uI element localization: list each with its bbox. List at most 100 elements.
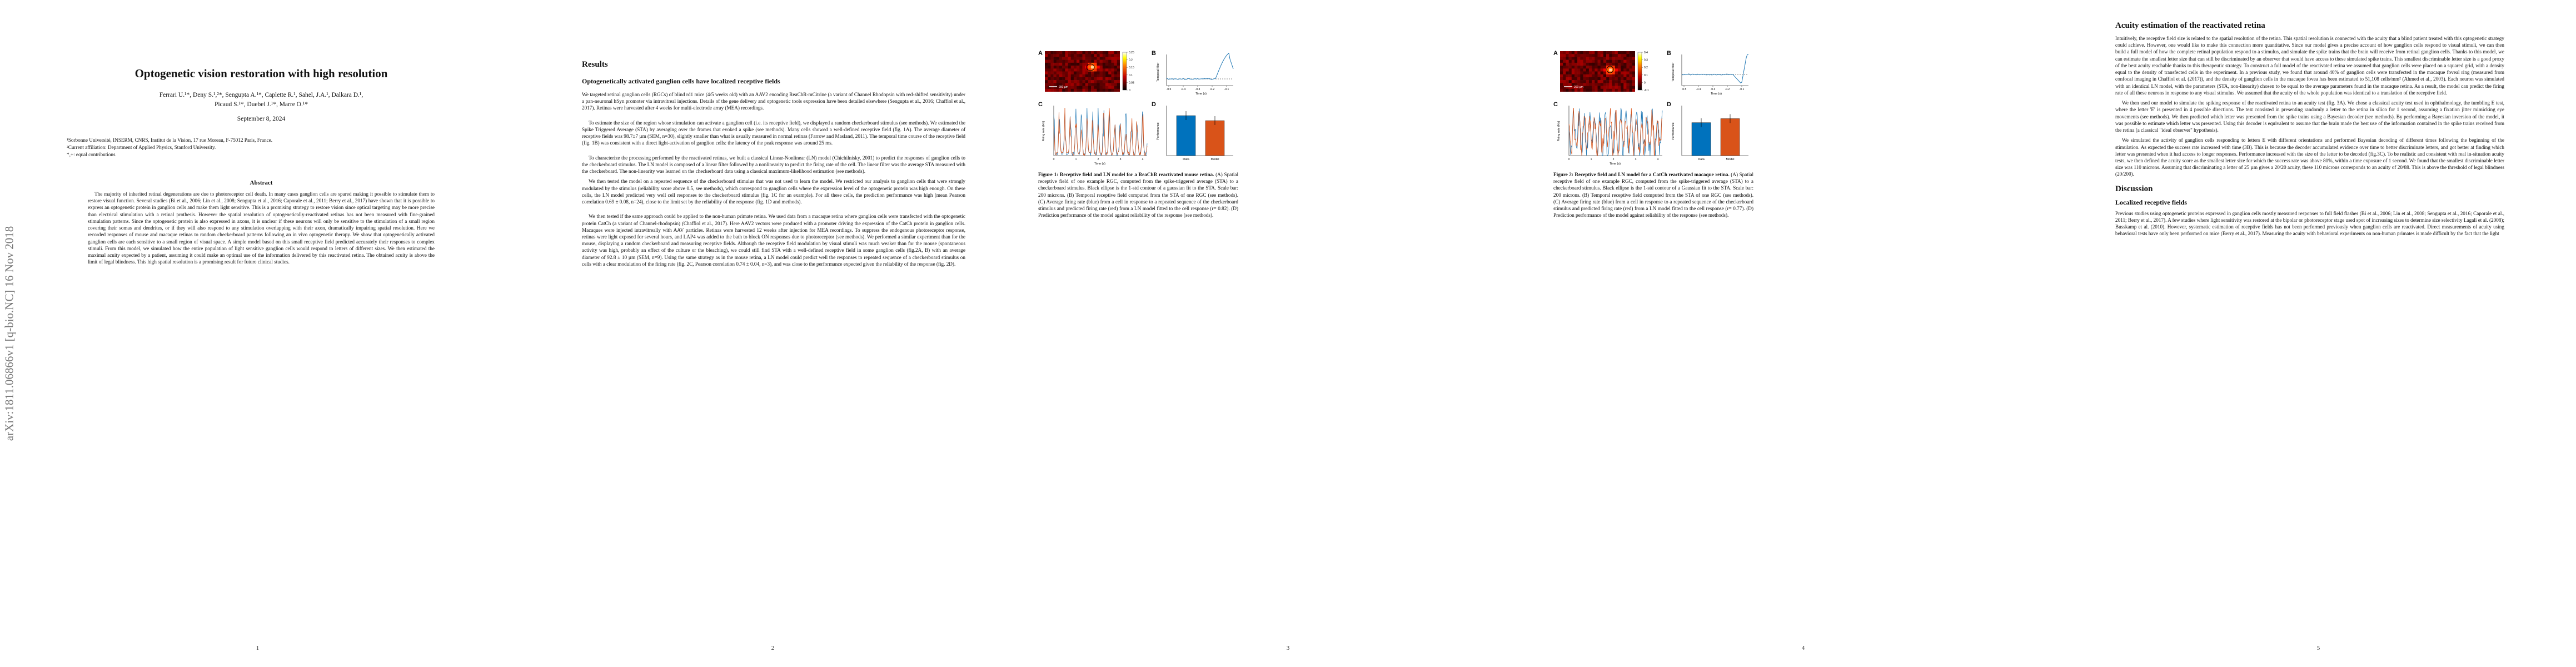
heatmap-cell [1586,71,1590,75]
heatmap-cell [1615,88,1618,92]
heatmap-cell [1102,68,1106,72]
heatmap-cell [1079,74,1083,78]
heatmap-cell [1088,71,1092,75]
heatmap-cell [1059,80,1063,83]
heatmap-cell [1091,80,1094,83]
heatmap-cell [1621,74,1624,78]
heatmap-cell [1592,74,1595,78]
page-number: 4 [1801,645,1805,651]
heatmap-cell [1062,62,1065,66]
heatmap-cell [1623,83,1627,86]
heatmap-cell [1615,62,1618,66]
heatmap-cell [1621,57,1624,60]
heatmap-cell [1077,68,1080,72]
heatmap-cell [1082,77,1085,81]
heatmap-cells [1560,51,1635,92]
heatmap-cell [1102,74,1106,78]
heatmap-cell [1632,59,1635,63]
heatmap-cell [1609,88,1612,92]
heatmap-cell [1111,83,1114,86]
heatmap-cell [1082,86,1085,89]
heatmap-cell [1626,88,1630,92]
heatmap-cell [1105,77,1109,81]
heatmap-cell [1097,54,1100,57]
heatmap-cell [1108,57,1112,60]
heatmap-cell [1056,77,1060,81]
heatmap-cell [1560,68,1563,72]
subsection-localized-rf: Localized receptive fields [2115,198,2188,206]
heatmap-cell [1626,62,1630,66]
heatmap-cell [1612,59,1615,63]
heatmap-cell [1577,83,1581,86]
heatmap-cell [1580,54,1583,57]
heatmap-cell [1560,80,1563,83]
heatmap-cell [1586,59,1590,63]
heatmap-cell [1102,66,1106,69]
heatmap-cell [1603,88,1607,92]
heatmap-cell [1560,74,1563,78]
heatmap-cell [1059,66,1063,69]
heatmap-cell [1623,54,1627,57]
heatmap-cell [1574,59,1578,63]
heatmap-cell [1566,59,1569,63]
heatmap-cell [1583,74,1587,78]
heatmap-cell [1612,86,1615,89]
panel-label-c: C [1553,101,1558,108]
heatmap-cell [1574,68,1578,72]
x-tick-label: 2 [1098,158,1099,161]
heatmap-cell [1583,77,1587,81]
heatmap-cell [1595,57,1598,60]
heatmap-cell [1606,51,1610,54]
colorbar-tick-label: 0.1 [1129,74,1133,77]
heatmap-cell [1592,77,1595,81]
affiliation-3: *,+: equal contributions [67,152,116,158]
heatmap-cell [1626,57,1630,60]
heatmap-cell [1560,66,1563,69]
heatmap-cell [1102,59,1106,63]
heatmap-cell [1603,51,1607,54]
heatmap-cell [1068,51,1072,54]
heatmap-cell [1088,68,1092,72]
heatmap-cell [1114,86,1118,89]
paragraph: To characterize the processing performed… [582,155,965,175]
section-results: Results [582,60,608,69]
heatmap-cell [1117,62,1120,66]
heatmap-cell [1045,71,1048,75]
heatmap-cell [1626,80,1630,83]
heatmap-cell [1056,88,1060,92]
heatmap-cell [1094,54,1097,57]
heatmap-cell [1563,86,1566,89]
heatmap-cell [1577,62,1581,66]
paragraph: We targeted retinal ganglion cells (RGCs… [582,92,965,111]
page-1: arXiv:1811.06866v1 [q-bio.NC] 16 Nov 201… [0,0,515,667]
heatmap-cell [1577,57,1581,60]
panel-label-d: D [1667,101,1671,108]
x-axis-label: Time (s) [1610,162,1621,166]
heatmap-cell [1577,54,1581,57]
heatmap-cell [1621,71,1624,75]
heatmap-cell [1617,57,1621,60]
heatmap-cell [1586,74,1590,78]
heatmap-cell [1621,83,1624,86]
heatmap-cell [1617,77,1621,81]
heatmap-cell [1583,80,1587,83]
heatmap-cell [1048,68,1051,72]
heatmap-cell [1566,62,1569,66]
page-4: A 200 µm 0.4 0.3 0.2 0.1 0 -0.1 B Temporal fi… [1546,0,2061,667]
heatmap-cell [1621,51,1624,54]
heatmap-cell [1583,88,1587,92]
heatmap-cell [1588,66,1592,69]
heatmap-cell [1629,66,1633,69]
heatmap-cell [1603,66,1607,69]
heatmap-cell [1070,80,1074,83]
heatmap-cell [1114,80,1118,83]
heatmap-cell [1563,54,1566,57]
heatmap-cell [1568,71,1572,75]
page-number: 1 [256,645,260,651]
heatmap-cell [1108,88,1112,92]
heatmap-cell [1612,88,1615,92]
heatmap-cell [1606,62,1610,66]
panel-label-b: B [1152,50,1156,57]
heatmap-cell [1079,59,1083,63]
heatmap-cell [1070,86,1074,89]
